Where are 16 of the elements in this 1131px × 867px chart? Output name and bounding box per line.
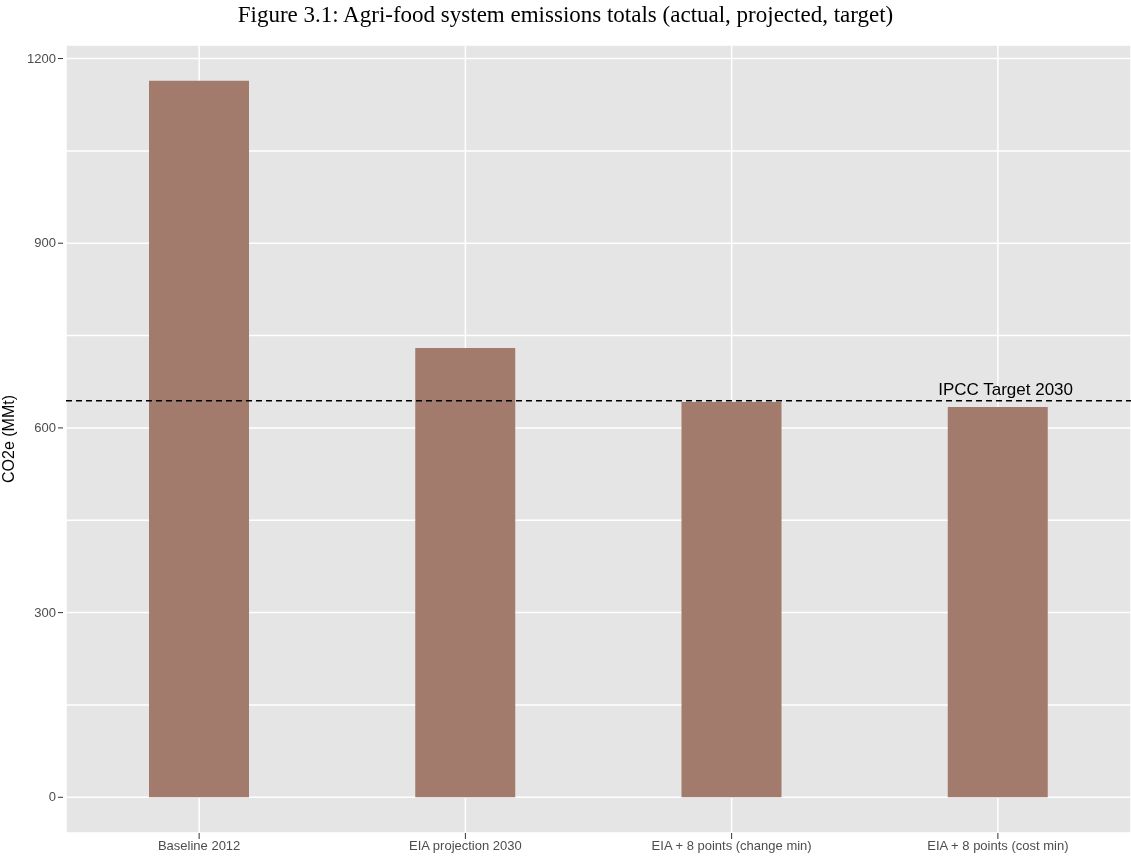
bar	[681, 402, 782, 798]
x-tick-label: Baseline 2012	[157, 838, 241, 854]
y-tick-label: 0	[48, 789, 56, 805]
ref-line-label: IPCC Target 2030	[938, 379, 1073, 399]
bar	[149, 80, 249, 798]
y-tick-label: 300	[34, 604, 56, 620]
y-tick-label: 900	[34, 235, 56, 251]
bar	[415, 347, 516, 798]
x-tick-label: EIA + 8 points (cost min)	[927, 838, 1069, 854]
y-tick-label: 600	[34, 419, 56, 435]
chart-title: Figure 3.1: Agri-food system emissions totals (actual, projected, target)	[236, 1, 895, 29]
bar	[947, 406, 1048, 798]
y-axis-title: CO2e (MMt)	[0, 395, 17, 483]
x-tick-label: EIA projection 2030	[409, 838, 522, 854]
x-tick-label: EIA + 8 points (change min)	[651, 838, 812, 854]
y-tick-label: 1200	[27, 50, 56, 66]
